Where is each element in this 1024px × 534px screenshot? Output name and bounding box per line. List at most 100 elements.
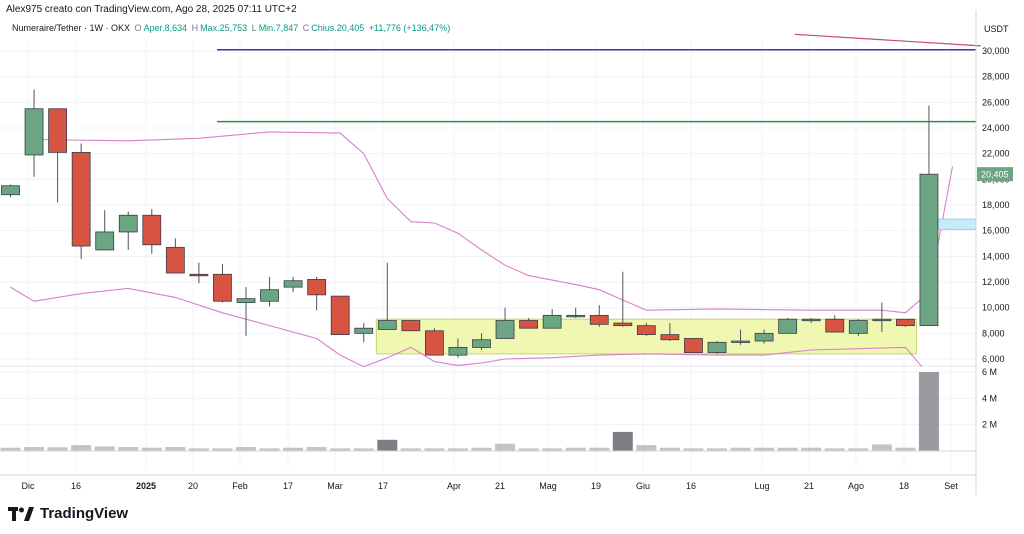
volume-bar	[400, 448, 421, 451]
volume-bar	[165, 447, 186, 451]
candle	[872, 302, 892, 333]
volume-bar	[518, 448, 539, 451]
candle-body	[731, 340, 750, 343]
candle-body	[589, 314, 609, 325]
volume-bar	[236, 447, 256, 451]
candle-body	[71, 151, 91, 247]
candle	[213, 264, 232, 303]
price-tick-label: 14,000	[982, 251, 1010, 261]
legend-high-value: Max.25,753	[200, 23, 248, 33]
volume-bar	[542, 448, 563, 451]
candle	[636, 323, 656, 336]
legend-open-value: Aper.8,634	[143, 23, 188, 33]
candle	[165, 238, 185, 274]
time-tick-label: 19	[591, 481, 601, 491]
price-tick-label: 22,000	[982, 149, 1010, 159]
candle	[448, 338, 468, 358]
price-tick-label: 18,000	[982, 200, 1010, 210]
legend-open-label: O	[134, 23, 142, 33]
candle-body	[118, 214, 138, 233]
candle-body	[472, 339, 491, 348]
time-tick-label: 21	[804, 481, 814, 491]
candle	[118, 211, 138, 250]
volume-bar	[330, 448, 351, 451]
candle	[95, 210, 115, 251]
candle	[472, 333, 491, 351]
candle-body	[896, 318, 915, 327]
candle-body	[424, 330, 444, 356]
volume-bar	[141, 447, 162, 451]
candle	[754, 329, 774, 344]
candle	[424, 328, 444, 356]
volume-bar	[589, 447, 610, 451]
highlight-zone	[935, 218, 977, 230]
candle	[283, 276, 303, 293]
candle	[589, 305, 609, 327]
time-tick-label: Set	[944, 481, 958, 491]
candle	[1, 184, 20, 198]
tradingview-logo[interactable]: TradingView	[8, 505, 128, 522]
candle-body	[236, 298, 256, 303]
candle	[731, 329, 750, 345]
time-tick-label: Giu	[636, 481, 650, 491]
time-tick-label: 2025	[136, 481, 156, 491]
candle-body	[330, 295, 350, 336]
candle-body	[354, 327, 374, 334]
candle	[24, 89, 44, 177]
candle	[801, 317, 821, 324]
volume-bar	[895, 447, 916, 451]
time-tick-label: Dic	[22, 481, 35, 491]
candle	[48, 108, 67, 203]
candle	[660, 323, 680, 342]
candle-body	[542, 314, 562, 329]
current-price-label: 20,405	[981, 170, 1009, 180]
candles	[1, 89, 939, 358]
candle	[613, 271, 633, 327]
volume-bar	[707, 448, 727, 451]
volume-bar	[495, 443, 516, 451]
volume-bar	[871, 444, 892, 451]
volume-bar	[0, 447, 21, 451]
candle-body	[448, 347, 468, 356]
candle	[778, 317, 798, 334]
candle-body	[189, 273, 209, 277]
candle-body	[919, 173, 939, 327]
candle-body	[848, 320, 868, 334]
candle-body	[283, 280, 303, 288]
volume-bar	[754, 447, 775, 451]
price-tick-label: 12,000	[982, 277, 1010, 287]
candle-body	[95, 231, 115, 251]
symbol-legend: Numeraire/Tether · 1W · OKX O Aper.8,634 …	[12, 23, 452, 33]
candle-body	[707, 341, 727, 353]
tradingview-logo-icon	[8, 506, 34, 521]
legend-low-label: L	[251, 23, 257, 33]
volume-bar	[777, 447, 798, 451]
candle-body	[872, 318, 892, 322]
volume-bar	[824, 448, 845, 451]
legend-close-label: C	[302, 23, 310, 33]
price-tick-label: 6,000	[982, 354, 1005, 364]
tradingview-logo-text: TradingView	[40, 505, 129, 522]
candle	[354, 323, 374, 343]
time-tick-label: 18	[899, 481, 909, 491]
candle	[330, 295, 350, 336]
volume-bar	[424, 448, 445, 451]
grid-lines	[0, 40, 976, 470]
volume-bar	[377, 439, 398, 451]
volume-bar	[918, 372, 939, 451]
volume-bar	[118, 447, 139, 451]
volume-bar	[447, 448, 468, 451]
candle	[684, 338, 703, 353]
candle	[189, 262, 209, 284]
volume-bar	[801, 447, 822, 451]
volume-bar	[848, 448, 869, 451]
candle	[707, 341, 727, 354]
candle	[377, 262, 397, 330]
legend-symbol[interactable]: Numeraire/Tether · 1W · OKX	[12, 23, 131, 33]
candle-body	[1, 185, 20, 196]
candle-body	[684, 338, 703, 353]
time-tick-label: 16	[71, 481, 81, 491]
candle	[71, 143, 91, 259]
time-tick-label: Feb	[232, 481, 248, 491]
